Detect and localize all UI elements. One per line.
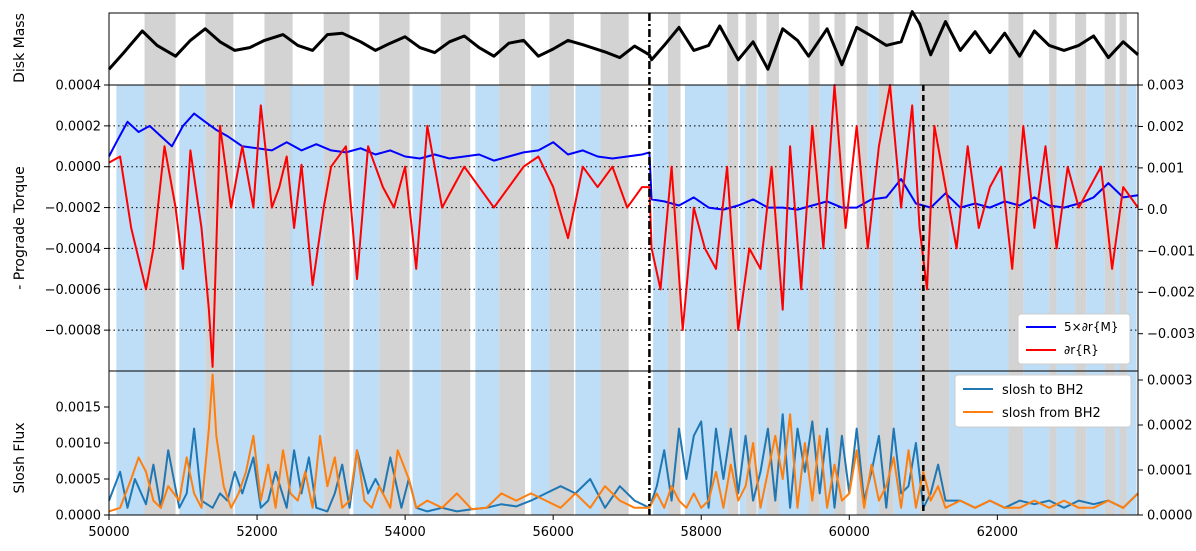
xtick-label-5: 60000 <box>829 525 870 540</box>
rtick-label-1-0: 0.003 <box>1147 79 1184 94</box>
ylabel-top: Disk Mass <box>12 13 28 83</box>
series-lines <box>107 10 1139 513</box>
rtick-label-2-0: 0.0003 <box>1147 374 1193 389</box>
legend-label-to: slosh to BH2 <box>1002 383 1084 398</box>
gray-band-21 <box>1104 13 1116 515</box>
blue-band-8 <box>575 85 601 515</box>
xtick-label-0: 50000 <box>88 525 129 540</box>
legend-label-from: slosh from BH2 <box>1002 406 1101 421</box>
gray-band-2 <box>264 13 293 515</box>
gray-band-9 <box>667 13 681 515</box>
blue-band-5 <box>412 85 441 515</box>
gray-band-16 <box>878 13 894 515</box>
gray-band-11 <box>745 13 757 515</box>
blue-band-20 <box>1086 85 1105 515</box>
series-line-0-0 <box>107 10 1139 71</box>
axis-labels: Disk Mass - Prograde Torque Slosh Flux <box>12 13 28 493</box>
blue-band-7 <box>530 85 550 515</box>
gray-band-1 <box>205 13 234 515</box>
gray-band-22 <box>1119 13 1127 515</box>
legend-torque: 5×∂r{M} ∂r{R} <box>1017 313 1131 365</box>
event-markers <box>648 13 925 515</box>
blue-band-14 <box>819 85 835 515</box>
rtick-label-1-1: 0.002 <box>1147 120 1184 135</box>
blue-band-0 <box>116 85 145 515</box>
xtick-label-1: 52000 <box>236 525 277 540</box>
ytick-label-1-1: 0.0002 <box>56 119 102 134</box>
legend-slosh: slosh to BH2 slosh from BH2 <box>954 374 1132 428</box>
ytick-label-2-0: 0.0015 <box>56 401 102 416</box>
gray-band-3 <box>323 13 350 515</box>
blue-band-9 <box>653 85 668 515</box>
rtick-label-1-3: 0.0 <box>1147 203 1168 218</box>
legend-label-red: ∂r{R} <box>1064 343 1099 357</box>
ytick-label-1-3: −0.0002 <box>45 201 101 216</box>
blue-band-12 <box>757 85 767 515</box>
xtick-label-4: 58000 <box>681 525 722 540</box>
blue-band-21 <box>1115 85 1120 515</box>
series-line-2-1 <box>108 373 1139 513</box>
gray-band-8 <box>600 13 629 515</box>
gray-band-19 <box>1049 13 1057 515</box>
gray-band-15 <box>856 13 868 515</box>
xtick-label-2: 54000 <box>384 525 425 540</box>
blue-band-22 <box>1126 85 1137 515</box>
gray-band-13 <box>808 13 820 515</box>
ytick-label-2-1: 0.0010 <box>56 437 102 452</box>
ytick-label-2-3: 0.0000 <box>56 509 102 524</box>
ytick-label-1-0: 0.0004 <box>56 79 102 94</box>
rtick-label-1-5: −0.002 <box>1147 286 1195 301</box>
ytick-label-2-2: 0.0005 <box>56 473 102 488</box>
gray-band-6 <box>499 13 526 515</box>
ytick-label-1-6: −0.0008 <box>45 324 101 339</box>
gridlines <box>109 125 1138 331</box>
ytick-label-1-5: −0.0006 <box>45 283 101 298</box>
ylabel-middle: - Prograde Torque <box>12 166 28 290</box>
ytick-label-1-2: 0.0000 <box>56 160 102 175</box>
gray-band-20 <box>1075 13 1087 515</box>
gray-band-14 <box>834 13 846 515</box>
blue-band-17 <box>949 85 1009 515</box>
gray-band-0 <box>144 13 176 515</box>
series-line-1-1 <box>108 84 1139 368</box>
ytick-label-1-4: −0.0004 <box>45 242 101 257</box>
blue-band-6 <box>475 85 500 515</box>
ylabel-bottom: Slosh Flux <box>12 422 28 493</box>
ticks: 0.0004 0.0002 0.0000 −0.0002 −0.0004 −0.0006 −… <box>45 79 1196 541</box>
blue-band-19 <box>1056 85 1076 515</box>
rtick-label-2-2: 0.0001 <box>1147 464 1193 479</box>
rtick-label-2-1: 0.0002 <box>1147 419 1193 434</box>
series-line-1-0 <box>108 112 1139 211</box>
rtick-label-1-4: −0.001 <box>1147 244 1195 259</box>
shaded-bands <box>116 13 1137 515</box>
xtick-label-6: 62000 <box>977 525 1018 540</box>
rtick-label-1-2: 0.001 <box>1147 161 1184 176</box>
blue-band-15 <box>867 85 879 515</box>
gray-band-10 <box>727 13 739 515</box>
blue-band-3 <box>290 85 324 515</box>
gray-band-4 <box>379 13 410 515</box>
gray-band-5 <box>440 13 471 515</box>
xtick-label-3: 56000 <box>532 525 573 540</box>
gray-band-12 <box>766 13 779 515</box>
rtick-label-1-6: −0.003 <box>1147 327 1195 342</box>
gray-band-7 <box>549 13 574 515</box>
legend-label-blue: 5×∂r{M} <box>1064 320 1118 334</box>
rtick-label-2-3: 0.0000 <box>1147 509 1193 524</box>
